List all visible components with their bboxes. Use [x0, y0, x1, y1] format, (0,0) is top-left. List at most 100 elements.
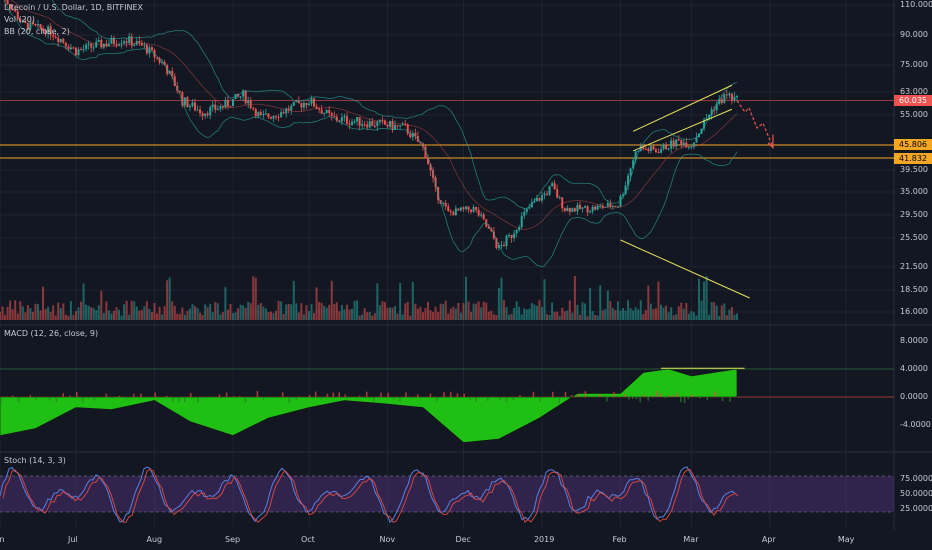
candle-body	[181, 92, 184, 106]
macd-histogram-bar	[422, 397, 425, 398]
volume-bar	[546, 314, 549, 320]
volume-bar	[662, 307, 665, 320]
volume-bar	[675, 314, 678, 320]
candle-body	[383, 120, 386, 125]
macd-histogram-bar	[42, 397, 44, 398]
candle-body	[148, 47, 151, 54]
volume-bar	[634, 307, 637, 320]
candle-body	[31, 22, 34, 24]
volume-bar	[601, 310, 604, 320]
volume-bar	[31, 311, 34, 320]
volume-bar	[47, 306, 50, 320]
candle-body	[475, 207, 478, 210]
volume-bar	[573, 276, 576, 320]
candle-body	[447, 206, 450, 212]
candle-body	[21, 21, 24, 23]
volume-bar	[90, 307, 93, 320]
vol-legend: Vol (20)	[4, 15, 35, 24]
macd-histogram-bar	[672, 395, 674, 397]
time-tick-label: Mar	[683, 535, 699, 544]
candle-body	[277, 117, 280, 119]
macd-histogram-bar	[558, 397, 560, 403]
volume-bar	[54, 315, 57, 320]
volume-bar	[464, 276, 467, 320]
volume-bar	[616, 301, 619, 320]
candle-body	[123, 41, 126, 44]
volume-bar	[330, 280, 333, 320]
candle-body	[687, 146, 690, 148]
volume-bar	[272, 313, 275, 320]
candle-body	[733, 96, 736, 101]
volume-bar	[462, 303, 465, 320]
volume-bar	[204, 304, 207, 320]
candle-body	[305, 103, 308, 106]
macd-legend: MACD (12, 26, close, 9)	[4, 329, 99, 338]
volume-bar	[682, 308, 685, 320]
candle-body	[551, 183, 554, 187]
volume-bar	[120, 315, 123, 320]
candle-body	[662, 144, 665, 150]
candle-body	[591, 206, 594, 212]
macd-histogram-bar	[417, 394, 419, 397]
volume-bar	[191, 304, 194, 320]
candle-body	[705, 118, 708, 120]
candle-body	[221, 106, 224, 108]
volume-bar	[543, 279, 546, 320]
volume-bar	[383, 302, 386, 320]
candle-body	[371, 121, 374, 126]
volume-bar	[454, 308, 457, 320]
volume-bar	[209, 303, 212, 320]
volume-bar	[29, 308, 32, 320]
volume-bar	[186, 310, 189, 320]
candle-body	[34, 23, 37, 26]
volume-bar	[424, 307, 427, 320]
candle-body	[563, 208, 566, 211]
candle-body	[74, 47, 77, 56]
volume-bar	[609, 301, 612, 320]
candle-body	[135, 41, 138, 45]
volume-bar	[133, 301, 136, 320]
volume-bar	[434, 306, 437, 320]
macd-histogram-bar	[295, 397, 297, 400]
volume-bar	[475, 303, 478, 320]
candle-body	[606, 203, 609, 207]
candle-body	[26, 22, 29, 30]
volume-bar	[80, 301, 83, 320]
macd-histogram-bar	[687, 397, 690, 400]
volume-bar	[584, 303, 587, 320]
candle-body	[196, 109, 199, 111]
volume-bar	[358, 315, 361, 320]
time-tick-label: Jun	[0, 535, 5, 544]
volume-bar	[229, 304, 232, 320]
candle-body	[97, 39, 100, 42]
candle-body	[14, 9, 17, 12]
candle-body	[632, 160, 635, 169]
volume-bar	[373, 313, 376, 320]
volume-bar	[363, 308, 366, 320]
candle-body	[457, 208, 460, 211]
time-tick-label: Jul	[67, 535, 78, 544]
volume-bar	[44, 308, 47, 320]
candle-body	[520, 215, 523, 228]
macd-histogram-bar	[232, 396, 235, 397]
volume-bar	[439, 303, 442, 320]
volume-bar	[713, 302, 716, 320]
volume-bar	[199, 312, 202, 320]
candle-body	[594, 206, 597, 210]
candle-body	[186, 97, 189, 108]
candle-body	[178, 90, 181, 93]
volume-bar	[42, 286, 45, 320]
volume-bar	[619, 310, 622, 320]
macd-histogram-bar	[238, 396, 241, 397]
volume-bar	[606, 290, 609, 320]
macd-histogram-bar	[698, 397, 701, 399]
candle-body	[715, 103, 718, 111]
macd-histogram-bar	[344, 394, 346, 397]
volume-bar	[449, 308, 452, 320]
candle-body	[57, 37, 60, 43]
volume-bar	[259, 303, 262, 320]
candle-body	[272, 115, 275, 119]
volume-bar	[181, 307, 184, 320]
volume-bar	[226, 309, 229, 320]
